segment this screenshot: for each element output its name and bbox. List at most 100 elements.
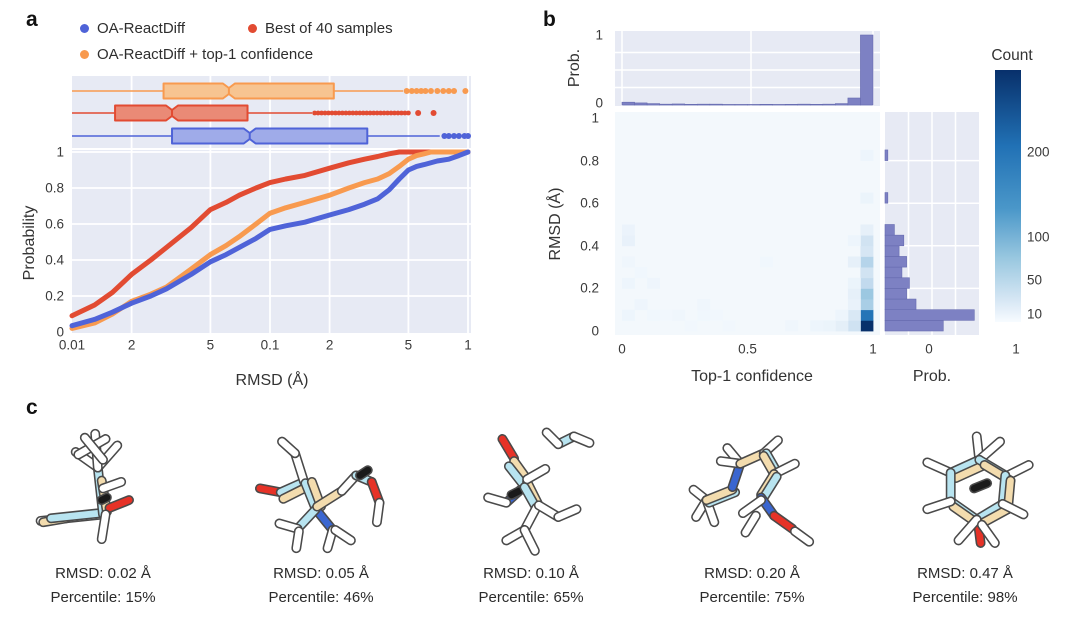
molecule-bond — [99, 478, 125, 492]
heatmap-cell — [860, 235, 874, 247]
heatmap-cell — [847, 256, 861, 268]
molecule-bond — [81, 434, 107, 464]
molecule-structure-image — [688, 435, 815, 547]
outlier-dot — [445, 88, 452, 94]
outlier-dot — [326, 110, 331, 116]
molecule-bond — [760, 473, 781, 501]
legend-dot-red-icon — [248, 24, 257, 33]
molecule-bond — [791, 527, 813, 546]
outlier-dot — [315, 110, 321, 116]
molecule-bond — [978, 521, 999, 547]
boxplot-box — [171, 127, 369, 145]
outlier-dot — [427, 88, 434, 94]
cdf-curve — [69, 149, 471, 329]
heatmap-cell — [634, 267, 648, 279]
outlier-dot — [364, 110, 370, 116]
molecule-bond — [770, 512, 796, 533]
molecule-2-caption: RMSD: 0.05 Å Percentile: 46% — [268, 562, 373, 610]
molecule-5-rmsd: RMSD: 0.47 Å — [917, 565, 1013, 582]
legend-item-oa-reactdiff: OA-ReactDiff — [80, 20, 185, 37]
molecule-bond — [106, 496, 133, 512]
molecule-bond — [521, 526, 539, 555]
histogram-bar-top — [671, 103, 686, 106]
panel-a-x-axis-label: RMSD (Å) — [235, 372, 309, 389]
histogram-bar-top — [797, 103, 811, 106]
heatmap-cell — [709, 309, 723, 321]
heatmap-cell — [860, 309, 874, 321]
heatmap-cell — [697, 299, 711, 311]
molecule-4-caption: RMSD: 0.20 Å Percentile: 75% — [699, 562, 804, 610]
heatmap-cell — [822, 320, 836, 332]
heatmap-cell — [622, 224, 635, 236]
molecule-structure-image — [254, 436, 385, 554]
histogram-bar-top — [809, 104, 824, 106]
histogram-bar-top — [634, 102, 648, 106]
panel-b-top-marginal-label: Prob. — [566, 48, 583, 88]
heatmap-cell — [647, 277, 661, 289]
legend-label: Best of 40 samples — [265, 20, 393, 37]
outlier-dot — [434, 88, 441, 94]
heatmap-cell — [847, 288, 861, 300]
legend-dot-blue-icon — [80, 24, 89, 33]
heatmap-cell — [847, 309, 861, 321]
outlier-dot — [388, 110, 394, 116]
outlier-dot — [455, 133, 462, 139]
heatmap-cell — [860, 245, 874, 257]
heatmap-cell — [860, 277, 874, 289]
heatmap-cell — [760, 256, 773, 268]
heatmap-cell — [860, 267, 874, 279]
histogram-bar-top — [747, 104, 761, 106]
heatmap-cell — [785, 320, 799, 332]
outlier-dot — [381, 110, 387, 116]
molecule-bond — [952, 461, 988, 482]
colorbar — [995, 70, 1021, 322]
histogram-bar-right — [884, 149, 889, 161]
outlier-dot — [430, 110, 437, 116]
molecule-bond — [276, 520, 301, 533]
molecule-bond — [331, 526, 355, 544]
histogram-bar-right — [884, 224, 895, 236]
legend-item-best-of-40: Best of 40 samples — [248, 20, 393, 37]
outlier-dot — [403, 88, 410, 94]
molecule-bond — [47, 509, 104, 522]
histogram-bar-right — [884, 245, 900, 257]
panel-b-letter: b — [543, 8, 556, 31]
boxplot-box — [162, 82, 335, 100]
molecule-bond — [570, 433, 593, 447]
molecule-bond — [955, 516, 981, 544]
molecule-bond — [739, 496, 765, 517]
heatmap-cell — [634, 299, 648, 311]
heatmap-cell — [622, 277, 635, 289]
panel-b-x-axis-label: Top-1 confidence — [691, 368, 813, 385]
molecule-1-caption: RMSD: 0.02 Å Percentile: 15% — [50, 562, 155, 610]
histogram-bar-top — [860, 34, 874, 106]
heatmap-cell — [847, 299, 861, 311]
molecule-1-percentile: Percentile: 15% — [50, 589, 156, 606]
histogram-bar-top — [621, 101, 635, 106]
heatmap-cell — [810, 320, 824, 332]
heatmap-cell — [847, 235, 861, 247]
histogram-bar-top — [734, 104, 748, 106]
molecule-4-rmsd: RMSD: 0.20 Å — [704, 565, 800, 582]
heatmap-cell — [659, 309, 673, 321]
molecule-1-rmsd: RMSD: 0.02 Å — [55, 565, 151, 582]
molecule-bond — [999, 500, 1027, 518]
outlier-dot — [395, 110, 401, 116]
outlier-dot — [367, 110, 373, 116]
outlier-dot — [336, 110, 342, 116]
molecule-structure-image — [35, 428, 134, 545]
molecule-4-percentile: Percentile: 75% — [699, 589, 805, 606]
panel-b-y-axis-label: RMSD (Å) — [547, 187, 564, 261]
panel-a-letter: a — [26, 8, 38, 31]
panel-b-right-marginal-label: Prob. — [912, 368, 952, 385]
histogram-bar-right — [884, 309, 975, 321]
histogram-bar-top — [709, 103, 723, 106]
molecule-bond — [291, 449, 308, 486]
legend-dot-orange-icon — [80, 50, 89, 59]
outlier-dot — [441, 133, 448, 139]
legend-label: OA-ReactDiff + top-1 confidence — [97, 46, 314, 63]
molecule-bond — [356, 466, 372, 479]
histogram-bar-top — [835, 103, 849, 106]
